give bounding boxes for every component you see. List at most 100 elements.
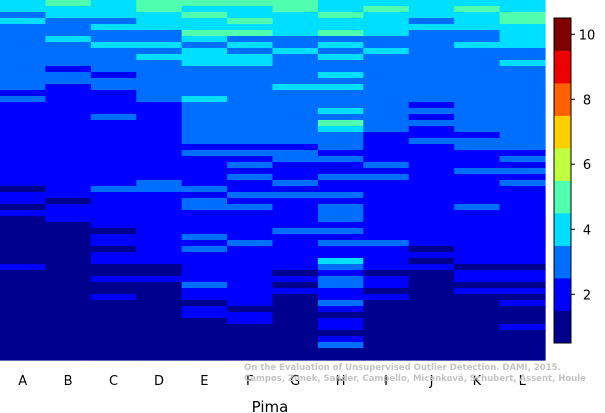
heatmap-cell [499,150,546,157]
heatmap-cell [317,198,364,205]
heatmap-cell [272,144,319,151]
heatmap-cell [317,90,364,97]
heatmap-cell [408,0,455,7]
legend-tick-label: 4 [583,223,591,238]
heatmap-cell [408,114,455,121]
heatmap-cell [90,198,137,205]
heatmap-cell [136,132,183,139]
heatmap-cell [0,18,47,25]
heatmap-cell [181,102,228,109]
legend-tick-label: 8 [583,93,591,108]
heatmap-cell [408,270,455,277]
heatmap-cell [227,156,274,163]
heatmap-cell [317,30,364,37]
heatmap-cell [454,186,501,193]
heatmap-cell [272,108,319,115]
heatmap-cell [408,48,455,55]
heatmap-cell [499,48,546,55]
heatmap-cell [136,282,183,289]
heatmap-cell [317,300,364,307]
heatmap-cell [90,60,137,67]
heatmap-cell [454,114,501,121]
x-tick-label: E [200,374,208,389]
heatmap-cell [136,90,183,97]
heatmap-cell [227,72,274,79]
heatmap-cell [454,24,501,31]
heatmap-cell [45,306,92,313]
heatmap-cell [454,174,501,181]
heatmap-cell [90,288,137,295]
heatmap-cell [363,6,410,13]
heatmap-cell [499,336,546,343]
heatmap-cell [363,336,410,343]
heatmap-cell [408,354,455,361]
heatmap-cell [0,240,47,247]
heatmap-cell [499,324,546,331]
heatmap-cell [454,60,501,67]
heatmap-cell [499,24,546,31]
heatmap-cell [227,198,274,205]
heatmap-cell [45,30,92,37]
heatmap-cell [408,84,455,91]
heatmap-cell [499,288,546,295]
heatmap-cell [90,168,137,175]
legend-tick-label: 2 [583,288,591,303]
heatmap-cell [317,258,364,265]
heatmap-cell [408,36,455,43]
heatmap-cell [408,258,455,265]
heatmap-cell [45,300,92,307]
heatmap-cell [227,132,274,139]
heatmap-cell [363,162,410,169]
x-tick-label: B [64,374,73,389]
heatmap-cell [90,114,137,121]
heatmap-cell [0,120,47,127]
heatmap-cell [363,282,410,289]
heatmap-cell [90,324,137,331]
heatmap-cell [181,240,228,247]
heatmap-cell [227,108,274,115]
heatmap-cell [499,246,546,253]
heatmap-cell [136,270,183,277]
heatmap-cell [181,168,228,175]
heatmap-cell [363,240,410,247]
heatmap-cell [90,228,137,235]
heatmap-cell [499,216,546,223]
heatmap-cell [499,210,546,217]
heatmap-cell [45,24,92,31]
heatmap-cell [272,120,319,127]
heatmap-cell [317,240,364,247]
heatmap-cell [90,234,137,241]
heatmap-cell [408,180,455,187]
heatmap-cell [317,174,364,181]
heatmap-cell [363,234,410,241]
heatmap-cell [45,354,92,361]
heatmap-cell [272,72,319,79]
heatmap-cell [90,216,137,223]
heatmap-cell [0,210,47,217]
heatmap-cell [45,60,92,67]
heatmap-cell [363,264,410,271]
heatmap-cell [499,162,546,169]
heatmap-cell [90,276,137,283]
heatmap-cell [272,198,319,205]
heatmap-cell [363,192,410,199]
heatmap-cell [363,306,410,313]
heatmap-cell [272,126,319,133]
heatmap-cell [408,108,455,115]
heatmap-cell [45,324,92,331]
heatmap-cell [363,84,410,91]
heatmap-cell [499,234,546,241]
heatmap-cell [408,162,455,169]
heatmap-cell [272,270,319,277]
heatmap-cell [136,228,183,235]
heatmap-cell [45,132,92,139]
heatmap-cell [227,252,274,259]
heatmap-cell [181,342,228,349]
heatmap-cell [227,354,274,361]
heatmap-cell [227,48,274,55]
heatmap-cell [454,234,501,241]
heatmap-cell [90,192,137,199]
heatmap-cell [317,150,364,157]
heatmap-cell [90,78,137,85]
heatmap-cell [0,174,47,181]
